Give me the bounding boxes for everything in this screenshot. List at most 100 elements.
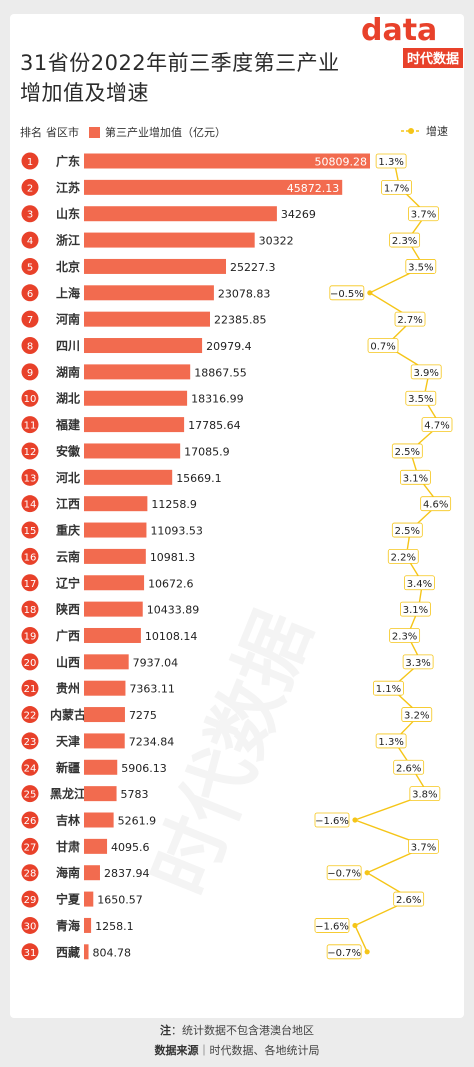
rank-number: 7 bbox=[27, 315, 33, 326]
category-label: 江苏 bbox=[56, 180, 80, 195]
chart-header: 排名 省区市 第三产业增加值（亿元） bbox=[20, 124, 226, 140]
category-label: 安徽 bbox=[56, 443, 81, 458]
rank-number: 17 bbox=[24, 579, 37, 590]
bar-value-label: 4095.6 bbox=[111, 841, 150, 854]
bar-legend-swatch bbox=[89, 126, 100, 138]
growth-point bbox=[367, 290, 373, 296]
growth-label: 2.3% bbox=[392, 236, 417, 247]
rank-badge bbox=[21, 257, 39, 275]
category-label: 吉林 bbox=[56, 813, 80, 828]
line-legend-label: 增速 bbox=[426, 125, 448, 138]
bar bbox=[84, 338, 203, 354]
rank-badge bbox=[21, 653, 39, 671]
rank-badge bbox=[21, 916, 39, 934]
bar-value-label: 7363.11 bbox=[129, 683, 175, 696]
growth-label-box bbox=[420, 496, 452, 512]
category-label: 新疆 bbox=[56, 760, 80, 775]
bar bbox=[84, 179, 343, 195]
rank-number: 22 bbox=[24, 711, 37, 722]
growth-label-box bbox=[381, 179, 412, 195]
bar bbox=[84, 548, 146, 564]
growth-label: 3.1% bbox=[403, 605, 428, 616]
growth-label-box bbox=[326, 944, 362, 960]
line-legend-swatch bbox=[401, 128, 421, 134]
source-label: 数据来源 bbox=[154, 1044, 199, 1057]
bar-value-label: 34269 bbox=[281, 208, 316, 221]
rank-badge bbox=[21, 337, 39, 355]
growth-label-box bbox=[405, 259, 437, 274]
bar bbox=[84, 575, 145, 591]
growth-point bbox=[364, 949, 370, 955]
growth-label: 2.5% bbox=[395, 526, 420, 537]
growth-label: 2.6% bbox=[396, 895, 421, 906]
growth-label-box bbox=[391, 522, 423, 538]
growth-label: 2.7% bbox=[397, 315, 422, 326]
bar bbox=[84, 469, 173, 485]
bar-value-label: 18316.99 bbox=[191, 393, 244, 406]
watermark-text: 时代数据 bbox=[137, 600, 328, 907]
bar bbox=[84, 654, 129, 670]
growth-label: 3.7% bbox=[411, 842, 436, 853]
rank-number: 16 bbox=[24, 552, 37, 563]
bar bbox=[84, 786, 117, 802]
growth-label-box bbox=[389, 232, 421, 248]
growth-label: −0.5% bbox=[330, 289, 364, 300]
bar bbox=[84, 258, 227, 274]
note-label: 注 bbox=[160, 1024, 171, 1037]
bar-value-label: 25227.3 bbox=[230, 261, 276, 274]
bar bbox=[84, 627, 141, 643]
rank-badge bbox=[21, 574, 39, 592]
category-label: 辽宁 bbox=[56, 575, 80, 590]
bar bbox=[84, 206, 277, 222]
growth-label: 1.3% bbox=[378, 737, 403, 748]
bar bbox=[84, 733, 125, 749]
growth-label-box bbox=[421, 417, 453, 433]
category-label: 重庆 bbox=[56, 523, 80, 538]
rank-badge bbox=[21, 547, 39, 565]
category-label: 浙江 bbox=[56, 233, 80, 248]
category-label: 湖北 bbox=[56, 391, 80, 406]
bar bbox=[84, 680, 126, 696]
rank-number: 3 bbox=[27, 210, 33, 221]
growth-label-box bbox=[375, 153, 407, 169]
rank-badge bbox=[21, 890, 39, 908]
growth-label-box bbox=[329, 285, 365, 301]
rank-number: 27 bbox=[24, 842, 37, 853]
growth-label-box bbox=[408, 838, 439, 854]
growth-label-box bbox=[404, 575, 435, 591]
bar-value-label: 18867.55 bbox=[194, 366, 247, 379]
growth-label: 3.5% bbox=[408, 394, 433, 405]
growth-label-box bbox=[409, 786, 441, 802]
bar bbox=[84, 311, 211, 327]
growth-label-box bbox=[367, 338, 399, 353]
growth-label: 1.1% bbox=[376, 684, 401, 695]
header-region: 省区市 bbox=[46, 126, 79, 139]
rank-number: 18 bbox=[24, 605, 37, 616]
growth-point bbox=[352, 817, 358, 823]
footer-source: 数据来源｜时代数据、各地统计局 bbox=[0, 1042, 474, 1058]
rank-number: 19 bbox=[24, 631, 37, 642]
category-label: 江西 bbox=[56, 496, 80, 511]
bar-value-label: 1258.1 bbox=[95, 920, 134, 933]
growth-label-box bbox=[387, 549, 419, 564]
rank-badge bbox=[21, 837, 39, 855]
category-label: 湖南 bbox=[56, 364, 80, 379]
rank-number: 14 bbox=[24, 500, 37, 511]
growth-label: 3.8% bbox=[412, 790, 437, 801]
title-line-1: 31省份2022年前三季度第三产业 bbox=[20, 51, 340, 75]
rank-number: 28 bbox=[24, 869, 37, 880]
rank-number: 8 bbox=[27, 342, 33, 353]
rank-number: 21 bbox=[24, 684, 37, 695]
category-label: 河南 bbox=[55, 312, 80, 327]
growth-label-box bbox=[405, 390, 437, 406]
rank-number: 5 bbox=[27, 262, 33, 273]
growth-label: 3.5% bbox=[408, 262, 433, 273]
category-label: 内蒙古 bbox=[50, 707, 86, 722]
bar bbox=[84, 601, 143, 617]
growth-label: 0.7% bbox=[370, 342, 395, 353]
growth-label-box bbox=[326, 865, 362, 881]
title-line-2: 增加值及增速 bbox=[20, 81, 149, 105]
category-label: 贵州 bbox=[56, 681, 80, 696]
category-label: 广东 bbox=[56, 154, 80, 169]
growth-label-box bbox=[391, 443, 423, 459]
